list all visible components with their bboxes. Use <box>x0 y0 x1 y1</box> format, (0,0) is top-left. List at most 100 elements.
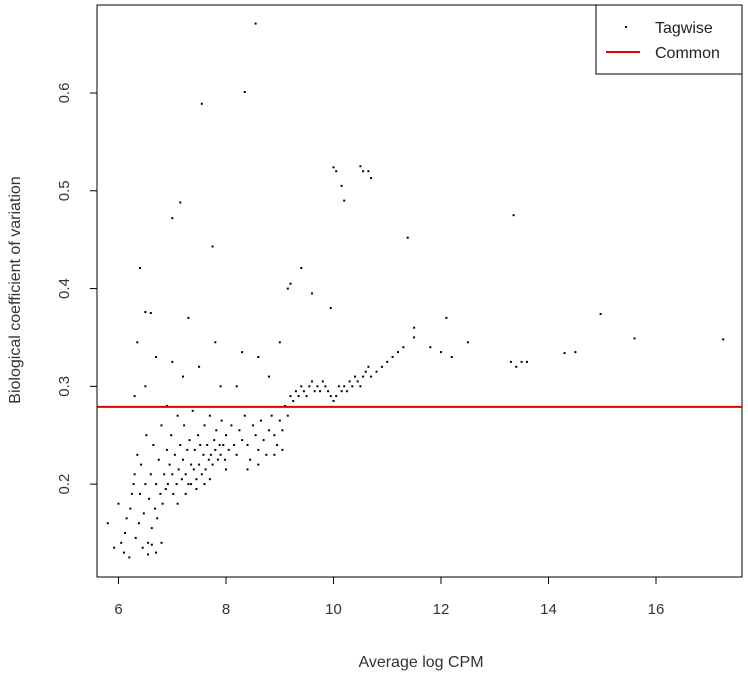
data-point <box>391 356 394 358</box>
data-point <box>359 165 362 168</box>
x-tick-label: 8 <box>222 601 230 618</box>
data-point <box>164 488 167 490</box>
data-point <box>281 429 284 432</box>
data-point <box>199 444 202 446</box>
data-point <box>188 439 191 442</box>
data-point <box>313 390 316 393</box>
data-point <box>512 214 515 217</box>
data-point <box>179 444 182 446</box>
data-point <box>249 458 252 461</box>
data-point <box>211 245 214 248</box>
data-point <box>171 360 174 363</box>
data-point <box>154 507 157 510</box>
data-point <box>367 170 370 173</box>
data-point <box>176 502 179 505</box>
data-point <box>149 473 152 476</box>
legend: Tagwise Common <box>595 4 743 75</box>
data-point <box>273 434 276 437</box>
data-point <box>445 316 448 319</box>
x-axis: 6 8 10 12 14 16 <box>114 576 664 618</box>
data-point <box>259 419 262 422</box>
data-point <box>133 473 136 476</box>
data-point <box>335 395 338 398</box>
plot-frame <box>96 4 743 578</box>
data-point <box>198 365 201 368</box>
data-point <box>254 22 257 25</box>
data-point <box>195 478 198 481</box>
data-point <box>202 453 205 456</box>
data-point <box>466 341 469 344</box>
data-point <box>159 492 162 495</box>
data-point <box>375 370 378 373</box>
data-point <box>343 385 346 388</box>
data-point <box>340 184 343 187</box>
legend-tagwise-marker <box>625 26 627 28</box>
data-point <box>397 351 399 354</box>
data-point <box>180 478 183 481</box>
data-point <box>204 468 207 471</box>
data-point <box>160 541 163 544</box>
data-point <box>163 473 166 476</box>
x-tick-label: 12 <box>433 601 450 618</box>
data-point <box>152 444 155 446</box>
data-point <box>235 385 238 388</box>
data-point <box>206 444 209 446</box>
data-point <box>219 453 222 456</box>
data-point <box>340 390 343 393</box>
data-point <box>184 473 187 476</box>
data-point <box>177 468 180 471</box>
data-point <box>440 351 442 354</box>
y-axis: 0.2 0.3 0.4 0.5 0.6 <box>56 83 98 495</box>
data-point <box>190 483 193 486</box>
y-tick-label: 0.4 <box>56 278 73 299</box>
data-point <box>370 177 373 180</box>
data-point <box>198 463 201 466</box>
data-point <box>286 414 289 417</box>
data-point <box>182 375 184 378</box>
data-point <box>241 351 244 354</box>
data-point <box>155 483 158 486</box>
data-point <box>124 532 126 534</box>
legend-box <box>595 4 743 75</box>
data-point <box>187 483 190 486</box>
data-point <box>117 502 120 505</box>
data-point <box>370 375 373 378</box>
x-tick-label: 10 <box>325 601 342 618</box>
data-point <box>327 390 330 393</box>
data-point <box>246 468 249 471</box>
data-point <box>150 527 153 530</box>
data-point <box>599 313 602 315</box>
data-point <box>243 414 246 417</box>
data-point <box>319 390 322 393</box>
data-point <box>278 419 281 422</box>
data-point <box>356 380 359 383</box>
data-point <box>337 385 340 388</box>
data-point <box>515 365 518 368</box>
data-point <box>345 390 348 393</box>
x-tick-label: 6 <box>114 601 122 618</box>
data-point <box>179 201 182 204</box>
data-point <box>208 414 211 417</box>
data-point <box>343 199 346 202</box>
data-point <box>215 429 218 432</box>
data-point <box>321 380 324 383</box>
data-point <box>332 400 335 402</box>
data-point <box>139 492 141 495</box>
data-point <box>302 390 305 393</box>
data-point <box>246 444 249 446</box>
data-point <box>563 352 566 355</box>
data-point <box>276 444 279 446</box>
data-point <box>148 497 151 500</box>
y-tick-label: 0.6 <box>56 83 73 104</box>
data-point <box>367 365 370 368</box>
data-point <box>230 424 233 427</box>
data-point <box>251 424 254 427</box>
data-point <box>222 444 225 446</box>
y-axis-label: Biological coefficient of variation <box>7 176 24 403</box>
data-point <box>141 546 144 549</box>
data-point <box>133 395 136 398</box>
data-point <box>526 360 528 363</box>
data-point <box>183 424 186 427</box>
data-point <box>262 439 265 442</box>
x-axis-label: Average log CPM <box>358 654 483 671</box>
